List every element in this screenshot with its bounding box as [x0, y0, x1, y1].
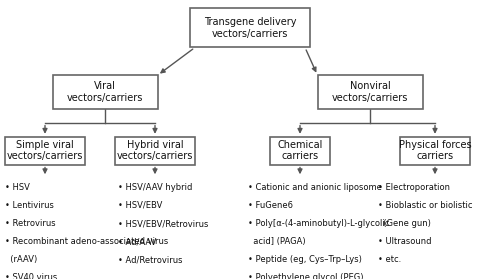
Text: Physical forces
carriers: Physical forces carriers: [398, 140, 471, 162]
Text: • Ad/AAV: • Ad/AAV: [118, 237, 156, 246]
Text: • FuGene6: • FuGene6: [248, 201, 292, 210]
Text: (rAAV): (rAAV): [5, 255, 37, 264]
Text: • Peptide (eg, Cys–Trp–Lys): • Peptide (eg, Cys–Trp–Lys): [248, 255, 362, 264]
Text: Viral
vectors/carriers: Viral vectors/carriers: [67, 81, 143, 103]
Text: • HSV/EBV: • HSV/EBV: [118, 201, 162, 210]
Text: • HSV/AAV hybrid: • HSV/AAV hybrid: [118, 183, 192, 192]
Text: • etc.: • etc.: [378, 255, 401, 264]
FancyBboxPatch shape: [115, 137, 195, 165]
FancyBboxPatch shape: [400, 137, 470, 165]
Text: • HSV/EBV/Retrovirus: • HSV/EBV/Retrovirus: [118, 219, 208, 228]
Text: • Electroporation: • Electroporation: [378, 183, 450, 192]
FancyBboxPatch shape: [190, 8, 310, 47]
Text: acid] (PAGA): acid] (PAGA): [248, 237, 305, 246]
Text: Hybrid viral
vectors/carriers: Hybrid viral vectors/carriers: [117, 140, 193, 162]
Text: • Recombinant adeno-associated virus: • Recombinant adeno-associated virus: [5, 237, 168, 246]
Text: • Retrovirus: • Retrovirus: [5, 219, 56, 228]
FancyBboxPatch shape: [52, 75, 158, 109]
Text: • Ad/Retrovirus: • Ad/Retrovirus: [118, 255, 182, 264]
Text: • Polyethylene glycol (PEG): • Polyethylene glycol (PEG): [248, 273, 363, 279]
Text: Nonviral
vectors/carriers: Nonviral vectors/carriers: [332, 81, 408, 103]
Text: • Cationic and anionic liposome: • Cationic and anionic liposome: [248, 183, 382, 192]
Text: • Ultrasound: • Ultrasound: [378, 237, 431, 246]
Text: • Poly[α-(4-aminobutyl)-L-glycolic: • Poly[α-(4-aminobutyl)-L-glycolic: [248, 219, 389, 228]
Text: Simple viral
vectors/carriers: Simple viral vectors/carriers: [7, 140, 83, 162]
Text: • Bioblastic or biolistic: • Bioblastic or biolistic: [378, 201, 472, 210]
Text: (Gene gun): (Gene gun): [378, 219, 430, 228]
Text: • HSV: • HSV: [5, 183, 30, 192]
Text: • Lentivirus: • Lentivirus: [5, 201, 54, 210]
FancyBboxPatch shape: [270, 137, 330, 165]
Text: Transgene delivery
vectors/carriers: Transgene delivery vectors/carriers: [204, 17, 296, 39]
Text: Chemical
carriers: Chemical carriers: [278, 140, 322, 162]
Text: • SV40 virus: • SV40 virus: [5, 273, 57, 279]
FancyBboxPatch shape: [318, 75, 422, 109]
FancyBboxPatch shape: [5, 137, 85, 165]
